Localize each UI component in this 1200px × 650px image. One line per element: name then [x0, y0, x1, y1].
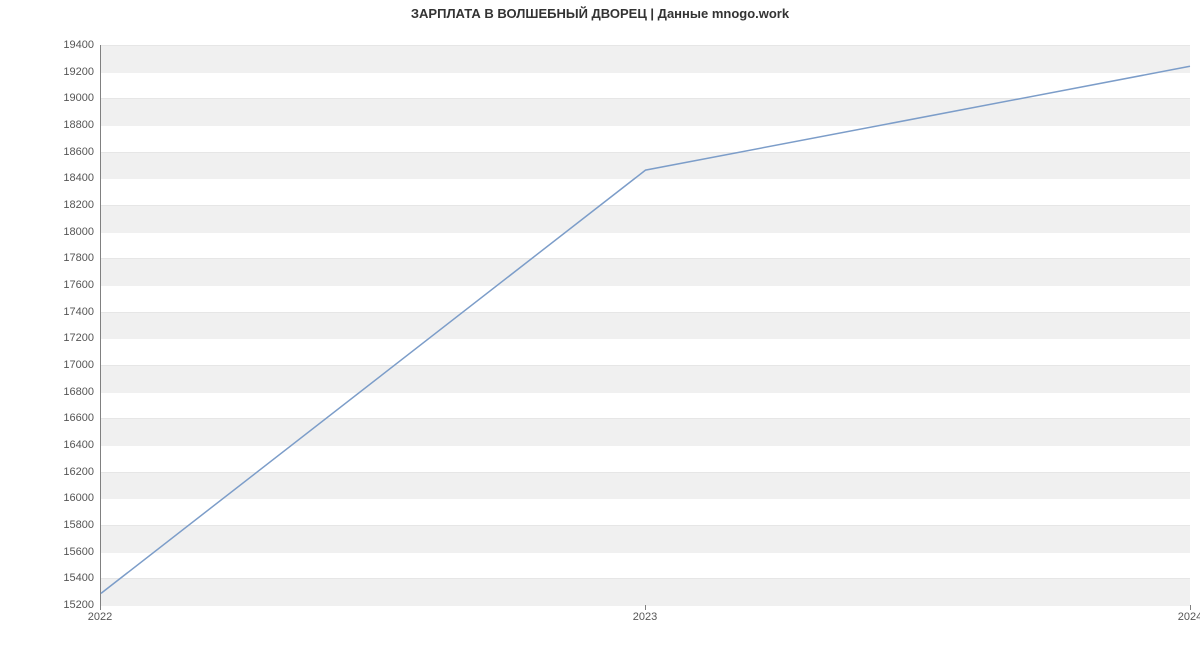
y-tick-label: 16600: [63, 412, 94, 424]
salary-line-chart: ЗАРПЛАТА В ВОЛШЕБНЫЙ ДВОРЕЦ | Данные mno…: [0, 0, 1200, 650]
y-tick-label: 17800: [63, 252, 94, 264]
series-line: [101, 66, 1190, 593]
x-tick-mark: [645, 605, 646, 610]
y-tick-label: 18400: [63, 172, 94, 184]
y-tick-label: 18600: [63, 146, 94, 158]
y-tick-label: 16400: [63, 439, 94, 451]
x-tick-mark: [100, 605, 101, 610]
y-tick-label: 19200: [63, 66, 94, 78]
y-tick-label: 16200: [63, 466, 94, 478]
y-tick-label: 15600: [63, 546, 94, 558]
y-tick-label: 18800: [63, 119, 94, 131]
y-tick-label: 18000: [63, 226, 94, 238]
y-tick-label: 19400: [63, 39, 94, 51]
x-tick-label: 2023: [633, 611, 657, 623]
y-tick-label: 17000: [63, 359, 94, 371]
y-tick-label: 18200: [63, 199, 94, 211]
y-tick-label: 15400: [63, 572, 94, 584]
x-tick-label: 2024: [1178, 611, 1200, 623]
y-tick-label: 17200: [63, 332, 94, 344]
x-tick-mark: [1190, 605, 1191, 610]
y-tick-label: 19000: [63, 92, 94, 104]
line-series-svg: [101, 45, 1190, 604]
y-tick-label: 16800: [63, 386, 94, 398]
x-tick-label: 2022: [88, 611, 112, 623]
y-tick-label: 15800: [63, 519, 94, 531]
plot-area: [100, 45, 1190, 605]
y-tick-label: 16000: [63, 492, 94, 504]
y-tick-label: 15200: [63, 599, 94, 611]
chart-title: ЗАРПЛАТА В ВОЛШЕБНЫЙ ДВОРЕЦ | Данные mno…: [0, 6, 1200, 21]
y-tick-label: 17600: [63, 279, 94, 291]
y-tick-label: 17400: [63, 306, 94, 318]
